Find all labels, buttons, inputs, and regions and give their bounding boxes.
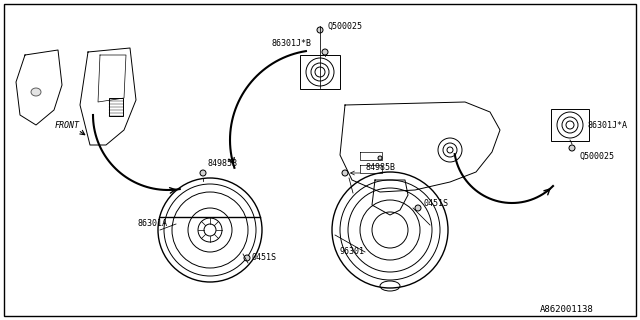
Text: 0451S: 0451S	[252, 253, 277, 262]
Text: 86301J*A: 86301J*A	[588, 121, 628, 130]
Text: Q500025: Q500025	[580, 151, 615, 161]
Text: FRONT: FRONT	[55, 121, 80, 130]
FancyBboxPatch shape	[551, 109, 589, 141]
Circle shape	[415, 205, 421, 211]
Circle shape	[378, 156, 382, 160]
Text: 84985B: 84985B	[208, 158, 238, 167]
Text: Q500025: Q500025	[328, 21, 363, 30]
Text: 84985B: 84985B	[365, 164, 395, 172]
Text: 0451S: 0451S	[423, 198, 448, 207]
Circle shape	[322, 49, 328, 55]
Circle shape	[244, 255, 250, 261]
Circle shape	[317, 27, 323, 33]
Circle shape	[569, 145, 575, 151]
FancyBboxPatch shape	[300, 55, 340, 89]
Circle shape	[342, 170, 348, 176]
Ellipse shape	[31, 88, 41, 96]
Text: 96301: 96301	[340, 247, 365, 257]
Text: 86301J*B: 86301J*B	[272, 39, 312, 49]
Circle shape	[200, 170, 206, 176]
Text: 86301A: 86301A	[138, 220, 168, 228]
Text: A862001138: A862001138	[540, 306, 594, 315]
Bar	[109, 98, 123, 116]
